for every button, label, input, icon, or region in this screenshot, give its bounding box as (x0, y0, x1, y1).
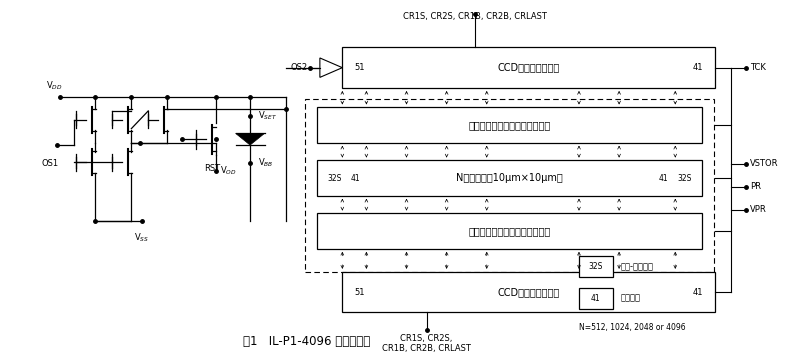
Text: RST: RST (204, 164, 221, 173)
Text: CCD读出移位寄存器: CCD读出移位寄存器 (497, 287, 560, 297)
Text: V$_{BB}$: V$_{BB}$ (258, 156, 274, 169)
Bar (342, 272, 716, 312)
Text: PR: PR (750, 182, 761, 191)
Text: VPR: VPR (750, 205, 766, 215)
Text: 51: 51 (354, 288, 365, 297)
Text: 隔离像素: 隔离像素 (621, 294, 641, 303)
Text: N光敏单元（10μm×10μm）: N光敏单元（10μm×10μm） (456, 173, 563, 183)
Text: 41: 41 (591, 294, 601, 303)
Text: 41: 41 (350, 174, 360, 183)
Text: CCD读出移位寄存器: CCD读出移位寄存器 (497, 63, 560, 73)
Text: OS2: OS2 (291, 63, 308, 72)
Text: 带曝光控制和复位结构的存储井: 带曝光控制和复位结构的存储井 (468, 226, 551, 236)
Text: 41: 41 (658, 174, 668, 183)
Text: N=512, 1024, 2048 or 4096: N=512, 1024, 2048 or 4096 (579, 323, 686, 332)
Bar (316, 107, 702, 143)
Text: 图1   IL-P1-4096 的内部结构: 图1 IL-P1-4096 的内部结构 (242, 335, 369, 348)
Text: OS1: OS1 (42, 159, 59, 168)
Bar (342, 47, 716, 88)
Text: V$_{SET}$: V$_{SET}$ (258, 110, 277, 122)
Text: V$_{DD}$: V$_{DD}$ (46, 80, 62, 92)
Text: 51: 51 (354, 63, 365, 72)
Text: 带曝光控制和复位结构的存储井: 带曝光控制和复位结构的存储井 (468, 120, 551, 130)
Bar (579, 288, 613, 309)
Text: VSTOR: VSTOR (750, 160, 778, 169)
Text: CR1S, CR2S, CR1B, CR2B, CRLAST: CR1S, CR2S, CR1B, CR2B, CRLAST (402, 12, 547, 21)
Bar (316, 160, 702, 196)
Text: 32S: 32S (677, 174, 691, 183)
Text: V$_{OD}$: V$_{OD}$ (221, 165, 237, 177)
Text: 41: 41 (693, 288, 704, 297)
Text: 亮度-屏蔽像素: 亮度-屏蔽像素 (621, 262, 654, 271)
Text: 41: 41 (693, 63, 704, 72)
Text: TCK: TCK (750, 63, 766, 72)
Bar (579, 256, 613, 277)
Text: 32S: 32S (588, 262, 603, 271)
Text: CR1B, CR2B, CRLAST: CR1B, CR2B, CRLAST (382, 344, 471, 353)
Text: V$_{SS}$: V$_{SS}$ (134, 231, 149, 243)
Text: 32S: 32S (327, 174, 341, 183)
Bar (304, 99, 714, 272)
Text: CR1S, CR2S,: CR1S, CR2S, (400, 334, 452, 343)
Polygon shape (236, 134, 265, 145)
Bar (316, 213, 702, 249)
